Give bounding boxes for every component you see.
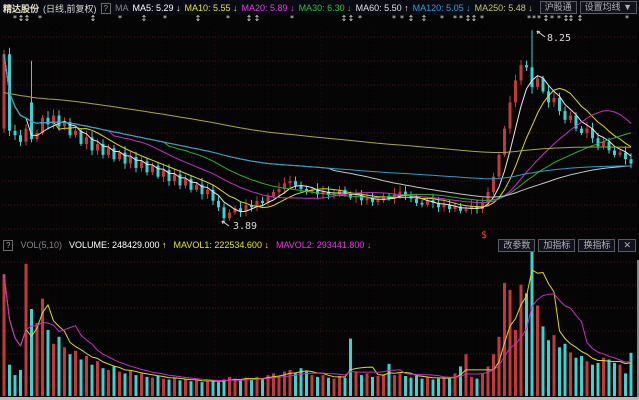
svg-text:↕: ↕ xyxy=(195,14,202,23)
window-bottom-edge xyxy=(0,397,639,400)
svg-text:↕: ↕ xyxy=(348,14,355,23)
svg-text:*: * xyxy=(118,14,122,23)
help-icon[interactable]: ? xyxy=(100,2,111,14)
svg-text:↕: ↕ xyxy=(408,14,415,23)
svg-text:*: * xyxy=(163,14,167,23)
ma30-value: MA30: 6.30 ↓ xyxy=(298,3,352,13)
stock-title: 精达股份 xyxy=(3,3,40,14)
ma5-value: MA5: 5.29 ↓ xyxy=(132,3,181,13)
svg-text:↕: ↕ xyxy=(90,14,97,23)
svg-text:↕: ↕ xyxy=(254,14,261,23)
set-ma-button[interactable]: 设置均线 ▼ xyxy=(579,1,637,14)
svg-text:*: * xyxy=(453,14,457,23)
svg-text:↕: ↕ xyxy=(563,14,570,23)
svg-text:3.89: 3.89 xyxy=(233,221,257,232)
svg-text:↕: ↕ xyxy=(465,14,472,23)
ma20-value: MA20: 5.89 ↓ xyxy=(241,3,295,13)
header-bar: 精达股份 (日线,前复权) ? MA MA5: 5.29 ↓ MA10: 5.5… xyxy=(0,0,639,15)
ma10-value: MA10: 5.55 ↓ xyxy=(184,3,238,13)
svg-text:↕: ↕ xyxy=(24,14,31,23)
ma-group-label: MA xyxy=(114,3,129,13)
window-right-edge xyxy=(637,260,639,397)
svg-text:*: * xyxy=(226,14,230,23)
switch-indicator-button[interactable]: 换指标 xyxy=(578,238,616,252)
hgt-connect-button[interactable]: 沪股通 xyxy=(539,1,577,14)
svg-text:*: * xyxy=(557,14,561,23)
svg-text:*: * xyxy=(550,14,554,23)
svg-text:*: * xyxy=(290,14,294,23)
svg-text:*: * xyxy=(400,14,404,23)
vol-help-icon[interactable]: ? xyxy=(3,239,14,251)
svg-text:*: * xyxy=(459,14,463,23)
svg-text:*: * xyxy=(38,14,42,23)
svg-text:*: * xyxy=(392,14,396,23)
ma60-value: MA60: 5.50 ↑ xyxy=(355,3,409,13)
svg-text:$: $ xyxy=(481,230,487,241)
svg-text:*: * xyxy=(532,14,536,23)
svg-text:↕: ↕ xyxy=(341,14,348,23)
svg-text:↕: ↕ xyxy=(568,14,575,23)
svg-text:↕: ↕ xyxy=(246,14,253,23)
close-pane-button[interactable]: ✕ xyxy=(618,238,636,252)
ma120-value: MA120: 5.05 ↓ xyxy=(412,3,471,13)
svg-text:*: * xyxy=(537,14,541,23)
add-indicator-button[interactable]: 加指标 xyxy=(538,238,576,252)
volume-header-bar: ? VOL(5,10) VOLUME: 248429.000 ↑ MAVOL1:… xyxy=(0,236,639,254)
svg-text:↕: ↕ xyxy=(421,14,428,23)
header-buttons: 沪股通 设置均线 ▼ xyxy=(539,1,637,14)
svg-text:*: * xyxy=(440,14,444,23)
mavol1-value: MAVOL1: 222534.600 ↓ xyxy=(173,240,269,250)
svg-text:↕: ↕ xyxy=(577,14,584,23)
svg-text:↕: ↕ xyxy=(471,14,478,23)
vol-indicator-label: VOL(5,10) xyxy=(20,240,62,250)
svg-text:*: * xyxy=(358,14,362,23)
chart-type-label: (日线,前复权) xyxy=(43,3,97,14)
svg-text:*: * xyxy=(480,14,484,23)
volume-value: VOLUME: 248429.000 ↑ xyxy=(68,240,167,250)
svg-text:*: * xyxy=(13,14,17,23)
svg-text:*: * xyxy=(527,14,531,23)
volume-buttons: 改参数 加指标 换指标 ✕ xyxy=(498,238,636,252)
mavol2-value: MAVOL2: 293441.800 ↓ xyxy=(275,240,372,250)
change-params-button[interactable]: 改参数 xyxy=(498,238,536,252)
svg-text:*: * xyxy=(625,14,629,23)
svg-text:↕: ↕ xyxy=(543,14,550,23)
svg-text:8.25: 8.25 xyxy=(547,33,571,44)
ma250-value: MA250: 5.48 ↓ xyxy=(474,3,533,13)
svg-text:↕: ↕ xyxy=(18,14,25,23)
svg-text:↕: ↕ xyxy=(141,14,148,23)
